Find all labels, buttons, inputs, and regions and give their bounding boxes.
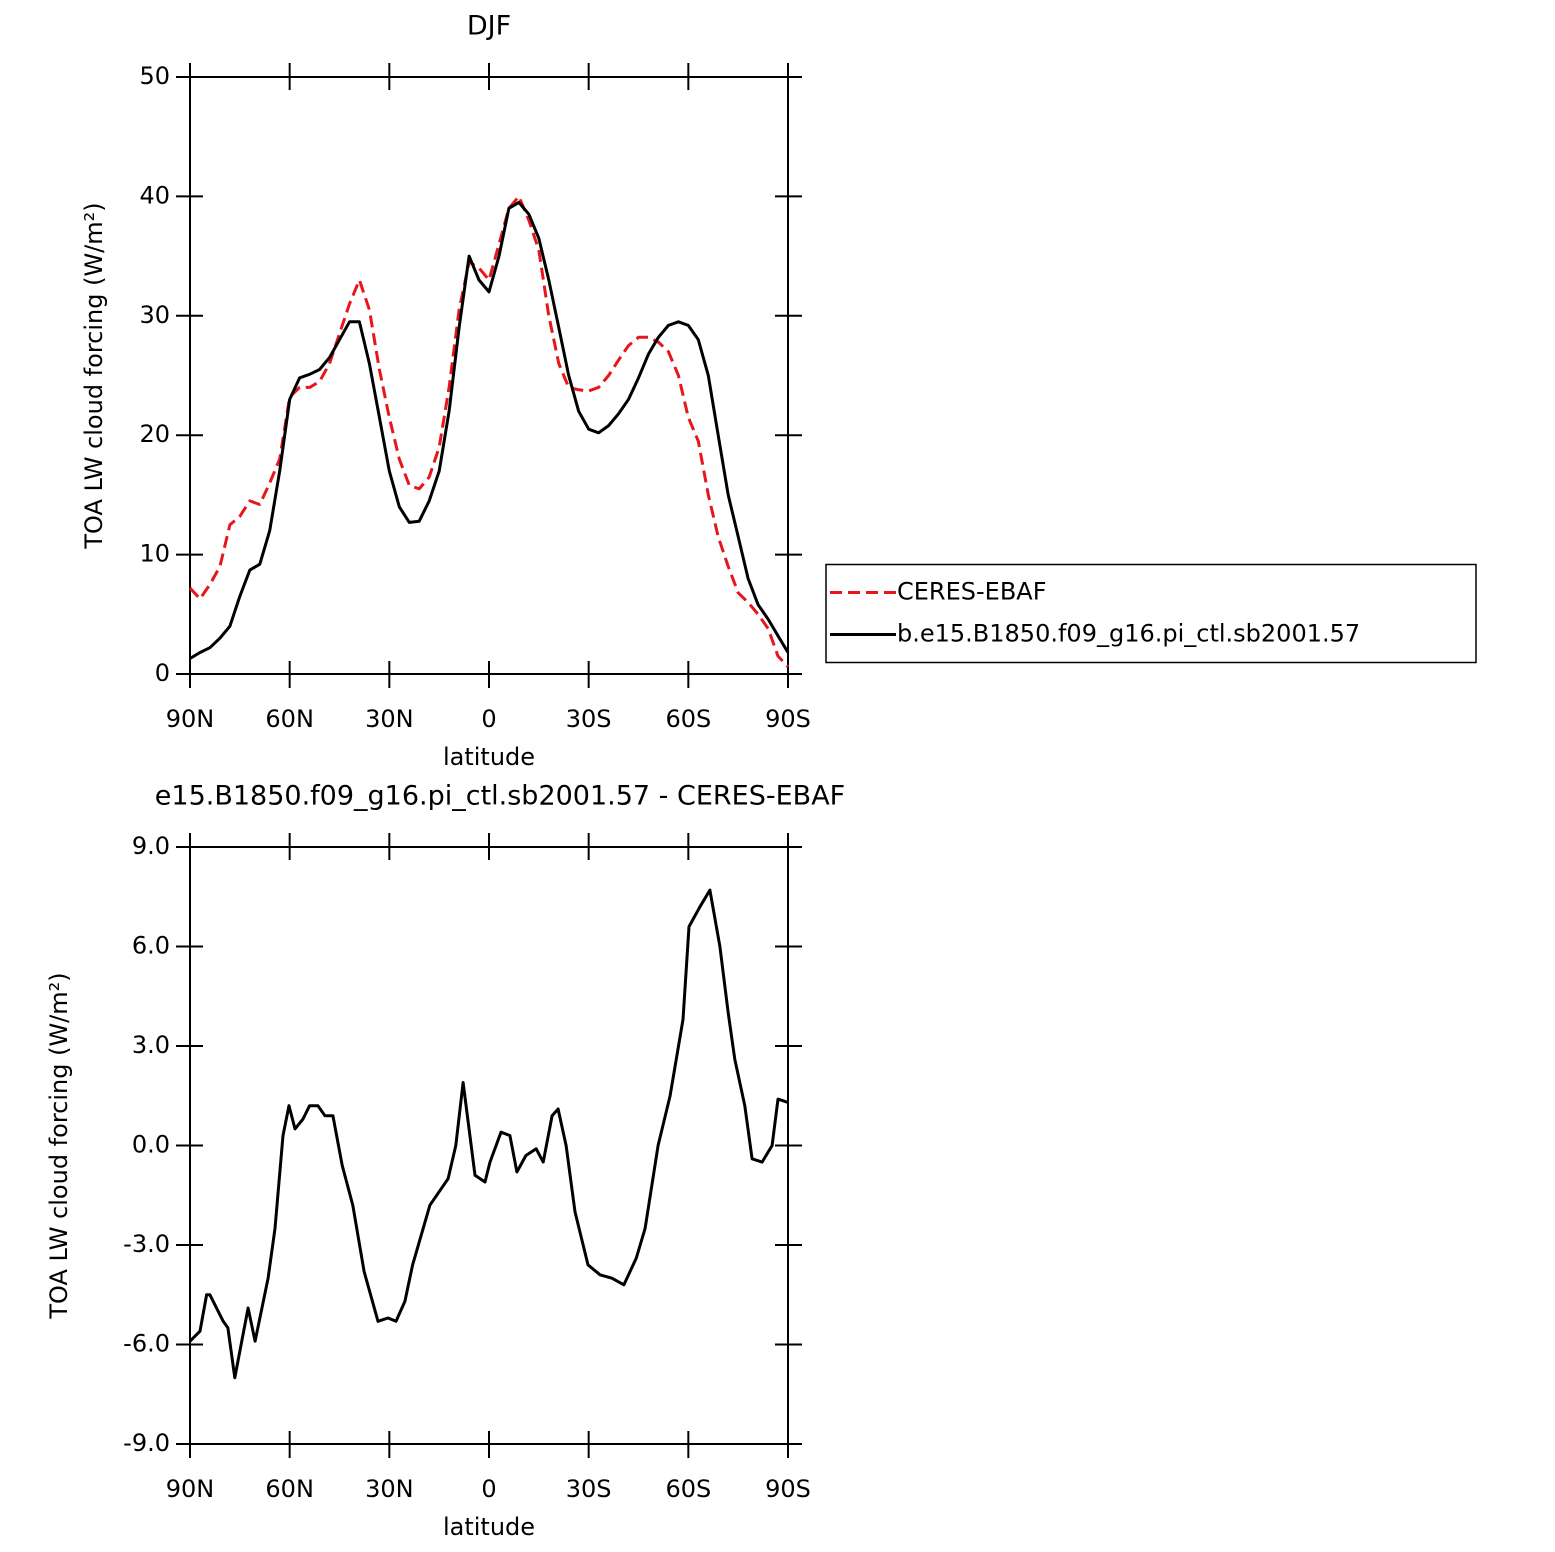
y-tick-label: 6.0: [132, 932, 170, 960]
data-line: [188, 888, 789, 1380]
legend-label: b.e15.B1850.f09_g16.pi_ctl.sb2001.57: [897, 620, 1360, 648]
x-tick-label: 30N: [365, 1475, 414, 1503]
y-tick-label: 50: [139, 62, 170, 90]
x-tick-label: 60N: [265, 705, 314, 733]
legend-box: [825, 563, 1477, 664]
y-tick-label: -9.0: [123, 1429, 170, 1457]
y-tick-label: 0: [155, 659, 170, 687]
y-tick-label: -3.0: [123, 1230, 170, 1258]
x-tick-label: 60S: [665, 1475, 711, 1503]
y-tick-label: 30: [139, 301, 170, 329]
x-tick-label: 30N: [365, 705, 414, 733]
y-tick-label: 9.0: [132, 832, 170, 860]
x-tick-label: 0: [481, 1475, 496, 1503]
x-tick-label: 90N: [166, 1475, 215, 1503]
x-tick-label: 60S: [665, 705, 711, 733]
y-tick-label: 3.0: [132, 1031, 170, 1059]
y-tick-label: 10: [139, 540, 170, 568]
legend-label: CERES-EBAF: [897, 578, 1047, 606]
x-axis-label: latitude: [443, 1513, 535, 1541]
x-tick-label: 90S: [765, 1475, 811, 1503]
y-tick-label: 40: [139, 181, 170, 209]
plot-frame: [189, 846, 789, 1445]
y-tick-label: 0.0: [132, 1131, 170, 1159]
plot-frame: [189, 76, 789, 675]
x-tick-label: 90N: [166, 705, 215, 733]
chart-title: DJF: [467, 11, 511, 42]
x-tick-label: 60N: [265, 1475, 314, 1503]
x-tick-label: 90S: [765, 705, 811, 733]
y-tick-label: 20: [139, 420, 170, 448]
x-tick-label: 30S: [566, 705, 612, 733]
data-line: [189, 200, 790, 660]
chart-title: e15.B1850.f09_g16.pi_ctl.sb2001.57 - CER…: [155, 781, 845, 812]
x-tick-label: 30S: [566, 1475, 612, 1503]
y-tick-label: -6.0: [123, 1330, 170, 1358]
x-axis-label: latitude: [443, 743, 535, 771]
y-axis-label: TOA LW cloud forcing (W/m²): [80, 202, 108, 549]
y-axis-label: TOA LW cloud forcing (W/m²): [45, 972, 73, 1319]
x-tick-label: 0: [481, 705, 496, 733]
data-line: [188, 194, 790, 668]
